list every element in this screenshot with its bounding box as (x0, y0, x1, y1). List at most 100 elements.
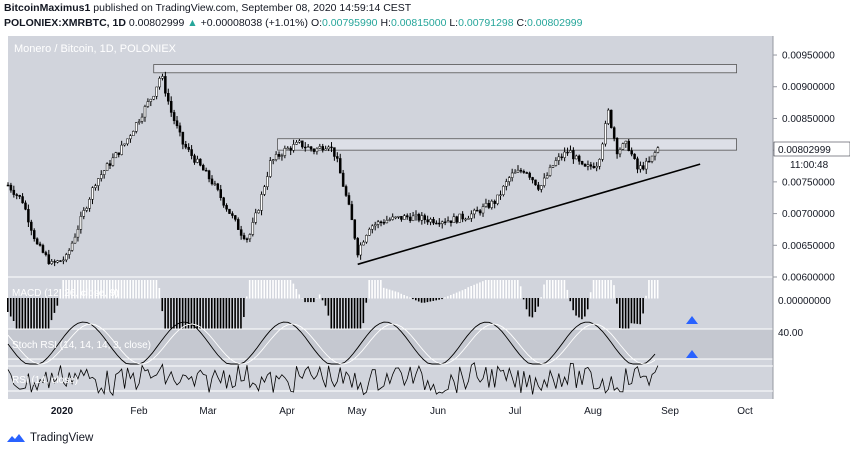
tradingview-brand[interactable]: TradingView (6, 432, 93, 444)
candle-body (478, 210, 482, 214)
macd-histogram-bar (467, 287, 470, 299)
time-axis[interactable]: 2020 Feb Mar Apr May Jun Jul Aug Sep Oct (51, 406, 753, 417)
open-value: 0.00795990 (322, 17, 378, 29)
macd-histogram-bar (190, 298, 193, 329)
candle-body (172, 112, 176, 121)
macd-histogram-bar (589, 292, 592, 299)
candle-body (647, 160, 651, 163)
macd-histogram-bar (420, 298, 423, 303)
publisher-name[interactable]: BitcoinMaximus1 (4, 2, 91, 14)
macd-layer (7, 280, 659, 329)
macd-histogram-bar (586, 298, 589, 310)
macd-histogram-bar (426, 298, 429, 303)
candle-body (9, 184, 13, 191)
macd-histogram-bar (630, 298, 633, 324)
macd-histogram-bar (202, 298, 204, 329)
candle-body (531, 177, 534, 181)
candle-body (184, 144, 188, 148)
candle-body (178, 125, 182, 133)
candle-body (376, 221, 380, 225)
candle-body (213, 183, 217, 186)
macd-histogram-bar (65, 280, 67, 299)
macd-histogram-bar (487, 280, 490, 299)
candle-body (318, 146, 322, 149)
open-label: O: (310, 17, 323, 29)
candle-body (263, 186, 266, 195)
candle-body (650, 155, 654, 162)
candle-body (508, 177, 511, 182)
macd-histogram-bar (318, 294, 321, 299)
low-label: L: (449, 17, 459, 29)
macd-histogram-bar (496, 280, 499, 299)
candle-body (601, 143, 604, 160)
macd-axis-tick: 0.00000000 (778, 296, 831, 307)
macd-histogram-bar (85, 280, 88, 299)
candle-body (452, 216, 456, 223)
macd-histogram-bar (307, 298, 309, 303)
candle-body (175, 120, 179, 127)
candle-body (88, 199, 91, 209)
macd-histogram-bar (170, 298, 172, 329)
candle-body (554, 160, 558, 166)
macd-histogram-bar (251, 280, 254, 299)
candle-body (440, 221, 444, 224)
tradingview-logo-icon (7, 434, 25, 442)
candle-body (557, 156, 561, 161)
candle-body (435, 222, 438, 225)
macd-histogram-bar (117, 280, 120, 299)
macd-histogram-bar (24, 298, 27, 329)
macd-histogram-bar (68, 280, 70, 299)
candle-body (408, 216, 412, 221)
candle-body (271, 159, 275, 161)
macd-histogram-bar (216, 298, 219, 329)
time-axis-label: Sep (661, 406, 679, 417)
candle-body (35, 238, 39, 245)
candle-body (473, 209, 476, 215)
macd-histogram-bar (228, 298, 231, 329)
candle-body (91, 187, 94, 200)
candle-body (120, 144, 123, 155)
macd-histogram-bar (406, 296, 408, 299)
macd-histogram-bar (103, 280, 105, 299)
macd-histogram-bar (71, 280, 73, 299)
macd-histogram-bar (531, 298, 534, 318)
macd-histogram-bar (441, 298, 443, 300)
candle-body (411, 215, 415, 221)
candle-body (580, 161, 584, 165)
candle-body (105, 163, 109, 171)
candle-body (400, 216, 403, 220)
candle-body (216, 183, 220, 190)
candle-body (41, 245, 45, 253)
candle-body (24, 202, 27, 210)
macd-histogram-bar (493, 280, 496, 299)
candle-body (577, 155, 581, 162)
candle-body (583, 163, 587, 167)
macd-histogram-bar (219, 298, 222, 329)
macd-histogram-bar (315, 298, 318, 299)
candle-body (204, 169, 208, 172)
price-badge-value: 0.00802999 (778, 145, 831, 156)
candle-body (633, 153, 636, 159)
rsi-layer (7, 362, 773, 397)
macd-histogram-bar (353, 298, 356, 329)
macd-histogram-bar (149, 280, 152, 299)
candle-body (618, 149, 622, 155)
macd-histogram-bar (213, 298, 216, 329)
candle-body (280, 155, 284, 157)
candle-body (295, 142, 298, 145)
candle-body (534, 179, 537, 186)
macd-histogram-bar (575, 298, 577, 316)
macd-histogram-bar (455, 292, 458, 299)
candle-body (248, 234, 252, 240)
macd-histogram-bar (473, 284, 475, 299)
macd-histogram-bar (240, 298, 242, 329)
rsi-pane-bg (8, 359, 773, 399)
macd-histogram-bar (187, 298, 190, 329)
macd-histogram-bar (47, 298, 50, 329)
macd-histogram-bar (178, 298, 181, 329)
candle-body (161, 76, 164, 79)
candle-body (350, 204, 354, 221)
candle-body (385, 219, 389, 224)
price-chart[interactable]: Monero / Bitcoin, 1D, POLONIEX MACD (12,… (0, 34, 850, 429)
price-axis-label: 0.00950000 (782, 51, 835, 62)
